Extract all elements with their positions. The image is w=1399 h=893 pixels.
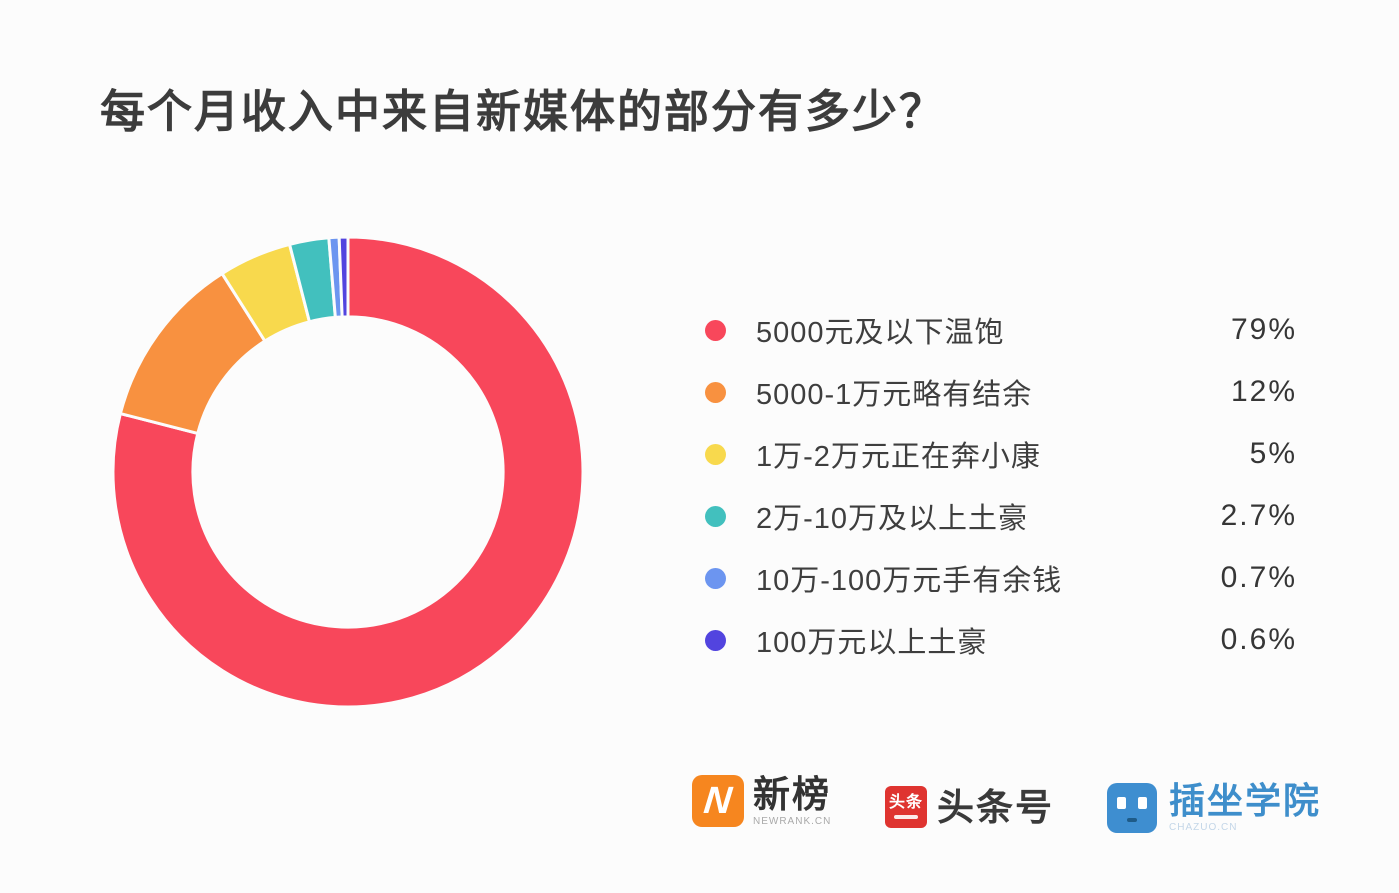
chazuo-logo: 插坐学院 CHAZUO.CN <box>1107 783 1321 833</box>
newrank-text: 新榜 NEWRANK.CN <box>753 776 831 827</box>
legend-swatch-icon <box>705 505 726 527</box>
toutiao-logo: 头条 头条号 <box>885 786 1054 828</box>
legend-item: 100万元以上土豪 0.6% <box>705 609 1297 671</box>
legend-label: 100万元以上土豪 <box>756 627 988 659</box>
legend-item: 2万-10万及以上土豪 2.7% <box>705 485 1297 547</box>
chazuo-text: 插坐学院 CHAZUO.CN <box>1169 780 1322 834</box>
newrank-icon: N <box>692 775 744 827</box>
legend-label: 5000-1万元略有结余 <box>756 379 1033 411</box>
legend-value: 79% <box>1230 313 1297 346</box>
donut-chart-svg <box>111 235 585 709</box>
newrank-title: 新榜 <box>753 773 831 815</box>
newrank-subtitle: NEWRANK.CN <box>753 815 832 827</box>
legend-label: 2万-10万及以上土豪 <box>756 503 1029 535</box>
legend-label: 1万-2万元正在奔小康 <box>756 441 1041 473</box>
legend-swatch-icon <box>705 381 726 403</box>
legend-label: 10万-100万元手有余钱 <box>756 565 1063 597</box>
toutiao-icon-chars: 头条 <box>888 794 923 811</box>
chazuo-title: 插坐学院 <box>1169 780 1322 821</box>
legend-item: 5000元及以下温饱 79% <box>705 299 1297 361</box>
toutiao-icon-bar <box>894 815 918 819</box>
legend-item: 10万-100万元手有余钱 0.7% <box>705 547 1297 609</box>
toutiao-icon: 头条 <box>885 786 927 828</box>
legend-value: 0.7% <box>1220 561 1297 594</box>
toutiao-title: 头条号 <box>937 786 1054 828</box>
chazuo-robot-icon <box>1107 783 1157 833</box>
newrank-logo: N 新榜 NEWRANK.CN <box>692 775 831 827</box>
donut-slice <box>111 235 585 709</box>
legend-value: 2.7% <box>1220 499 1297 532</box>
page-title: 每个月收入中来自新媒体的部分有多少？ <box>100 86 947 137</box>
chazuo-robot-eye-icon <box>1138 797 1147 809</box>
donut-chart <box>111 235 585 709</box>
legend-swatch-icon <box>705 629 726 651</box>
legend-item: 1万-2万元正在奔小康 5% <box>705 423 1297 485</box>
legend-item: 5000-1万元略有结余 12% <box>705 361 1297 423</box>
chazuo-subtitle: CHAZUO.CN <box>1169 822 1238 833</box>
footer-logos: N 新榜 NEWRANK.CN 头条 头条号 插坐学院 CHAZUO.CN <box>0 770 1399 850</box>
chazuo-robot-mouth-icon <box>1127 818 1137 822</box>
legend-value: 0.6% <box>1220 623 1297 656</box>
chazuo-robot-eye-icon <box>1117 797 1126 809</box>
legend-swatch-icon <box>705 319 726 341</box>
newrank-icon-letter: N <box>702 779 734 822</box>
legend-value: 5% <box>1249 437 1297 470</box>
chart-legend: 5000元及以下温饱 79% 5000-1万元略有结余 12% 1万-2万元正在奔小康 5… <box>705 299 1297 671</box>
legend-swatch-icon <box>705 443 726 465</box>
legend-label: 5000元及以下温饱 <box>756 317 1005 349</box>
donut-slice <box>337 235 350 319</box>
legend-value: 12% <box>1230 375 1297 408</box>
legend-swatch-icon <box>705 567 726 589</box>
